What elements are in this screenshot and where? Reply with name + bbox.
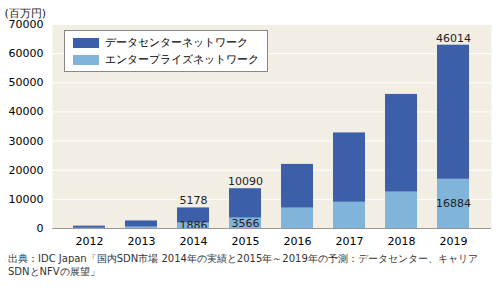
svg-text:(百万円): (百万円) [5,7,47,20]
svg-text:60000: 60000 [9,47,44,60]
svg-text:0: 0 [37,222,44,235]
svg-text:46014: 46014 [436,32,471,45]
svg-text:50000: 50000 [9,76,44,89]
svg-text:10000: 10000 [9,193,44,206]
svg-text:2012: 2012 [76,235,104,248]
svg-text:1886: 1886 [180,219,208,232]
svg-text:2019: 2019 [440,235,468,248]
svg-text:2013: 2013 [128,235,156,248]
svg-text:2018: 2018 [388,235,416,248]
html-text:出典：IDC Japan「国内SDN市場 2014年の実績と: 出典：IDC Japan「国内SDN市場 2014年の実績と2015年～2019… [8,253,478,277]
html-text:データセンターネットワーク: データセンターネットワーク [105,36,248,49]
svg-text:2014: 2014 [180,235,208,248]
svg-text:3566: 3566 [232,217,260,230]
svg-text:5178: 5178 [180,194,208,207]
svg-text:2017: 2017 [336,235,364,248]
svg-text:2016: 2016 [284,235,312,248]
svg-text:70000: 70000 [8,18,44,31]
svg-text:20000: 20000 [9,164,44,177]
svg-text:10090: 10090 [228,175,263,188]
svg-text:16884: 16884 [436,197,471,210]
html-text:エンタープライズネットワーク: エンタープライズネットワーク [105,53,259,66]
svg-text:40000: 40000 [9,105,44,118]
svg-text:2015: 2015 [232,235,260,248]
svg-text:30000: 30000 [9,135,44,148]
